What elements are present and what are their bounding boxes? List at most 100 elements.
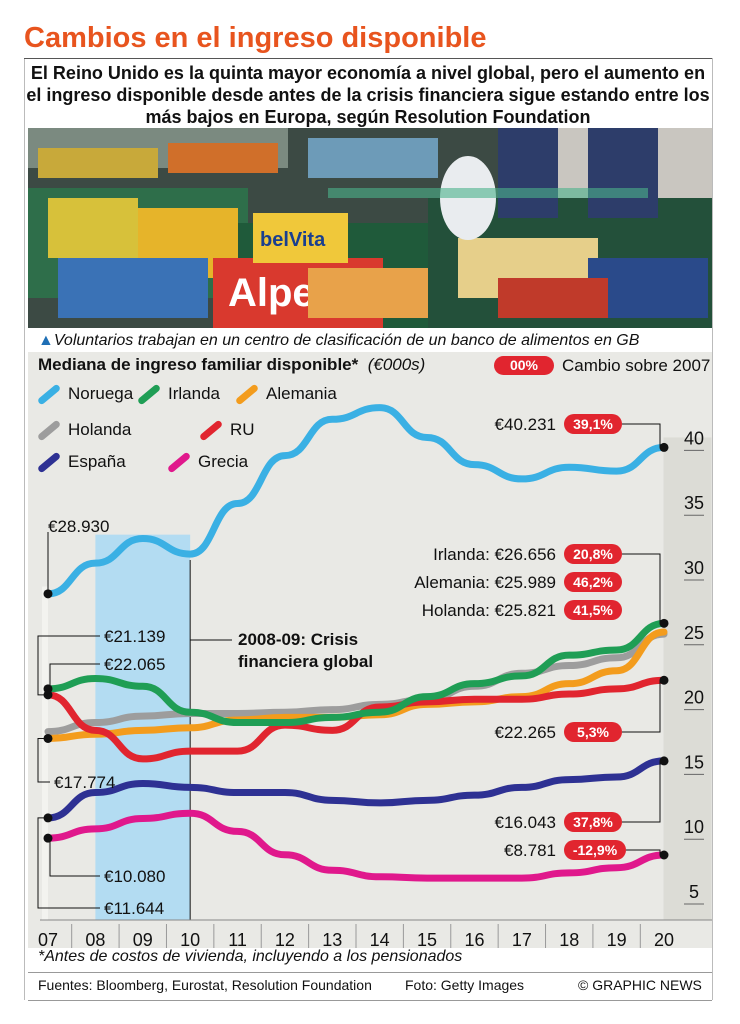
x-tick-label-09: 09 xyxy=(133,930,153,950)
start-leader-alemania xyxy=(37,737,50,783)
start-label-alemania: €17.774 xyxy=(54,773,115,792)
end-label-noruega: €40.231 xyxy=(495,415,556,434)
start-leader-grecia xyxy=(48,837,100,877)
legend-item-grecia: Grecia xyxy=(166,451,248,474)
change-pill-noruega xyxy=(564,414,622,434)
legend-item-ru: RU xyxy=(198,419,255,442)
start-leader-ru xyxy=(37,635,100,696)
x-tick-label-07: 07 xyxy=(38,930,58,950)
start-label-noruega: €28.930 xyxy=(48,517,109,536)
x-tick-label-15: 15 xyxy=(417,930,437,950)
change-pill-text-noruega: 39,1% xyxy=(573,416,613,432)
start-label-españa: €11.644 xyxy=(104,899,164,918)
change-pill-text-holanda: 41,5% xyxy=(573,602,613,618)
series-line-holanda xyxy=(44,630,668,736)
crisis-label-line-1: 2008-09: Crisis xyxy=(238,630,358,649)
y-tick-label-35: 35 xyxy=(684,493,704,513)
page-title: Cambios en el ingreso disponible xyxy=(24,22,487,54)
change-pill-text-irlanda: 20,8% xyxy=(573,546,613,562)
end-label-irlanda: Irlanda: €26.656 xyxy=(433,545,556,564)
first-year-column xyxy=(42,586,48,920)
crisis-label-line-2: financiera global xyxy=(238,652,373,671)
end-label-españa: €16.043 xyxy=(495,813,556,832)
series-line-noruega xyxy=(44,404,668,598)
x-tick-label-12: 12 xyxy=(275,930,295,950)
change-pill-text-grecia: -12,9% xyxy=(573,842,618,858)
end-dot-españa xyxy=(659,756,669,766)
legend-label: RU xyxy=(230,420,255,439)
chart-title-main: Mediana de ingreso familiar disponible* xyxy=(38,355,359,374)
triangle-icon: ▲ xyxy=(38,332,54,349)
end-label-alemania: Alemania: €25.989 xyxy=(414,573,556,592)
series-line-españa xyxy=(44,757,668,822)
legend-item-irlanda: Irlanda xyxy=(136,383,220,406)
belvita-box-brand: belVita xyxy=(260,229,326,251)
legend-label: Noruega xyxy=(68,384,134,403)
change-pill-text-alemania: 46,2% xyxy=(573,574,613,590)
end-dot-ru xyxy=(659,675,669,685)
x-tick-label-10: 10 xyxy=(180,930,200,950)
series-line-grecia xyxy=(44,809,668,882)
copyright: © GRAPHIC NEWS xyxy=(578,977,702,993)
x-tick-label-13: 13 xyxy=(322,930,342,950)
y-tick-label-30: 30 xyxy=(684,558,704,578)
y-tick-label-40: 40 xyxy=(684,428,704,448)
legend-label: Alemania xyxy=(266,384,337,403)
change-pill-grecia xyxy=(564,840,626,860)
footer-divider xyxy=(28,972,712,973)
page-subtitle: El Reino Unido es la quinta mayor econom… xyxy=(26,63,710,127)
food-bank-photo: Alpen belVita xyxy=(28,128,712,328)
x-tick-label-14: 14 xyxy=(370,930,390,950)
change-pill-holanda xyxy=(564,600,622,620)
food-bank-photo-illustration: Alpen belVita xyxy=(28,128,712,328)
legend-label: Irlanda xyxy=(168,384,220,403)
end-dot-noruega xyxy=(659,442,669,452)
change-pill-ru xyxy=(564,722,622,742)
x-tick-label-11: 11 xyxy=(228,930,247,950)
change-pill-alemania xyxy=(564,572,622,592)
y-tick-label-15: 15 xyxy=(684,752,704,772)
x-tick-label-20: 20 xyxy=(654,930,674,950)
change-pill-españa xyxy=(564,812,622,832)
series-line-ru xyxy=(44,676,668,763)
y-tick-label-10: 10 xyxy=(684,817,704,837)
series-line-irlanda xyxy=(44,619,668,727)
start-label-irlanda: €22.065 xyxy=(104,655,165,674)
end-dot-irlanda xyxy=(659,618,669,628)
legend-item-espana: España xyxy=(36,451,126,474)
y-tick-label-25: 25 xyxy=(684,623,704,643)
legend-item-noruega: Noruega xyxy=(36,383,134,406)
frame-right-border xyxy=(712,58,713,1000)
y-tick-label-5: 5 xyxy=(689,882,699,902)
end-label-holanda: Holanda: €25.821 xyxy=(422,601,556,620)
end-label-ru: €22.265 xyxy=(495,723,556,742)
end-leader-españa xyxy=(622,760,661,823)
x-tick-label-08: 08 xyxy=(85,930,105,950)
legend-item-alemania: Alemania xyxy=(234,383,337,406)
frame-left-border xyxy=(24,58,25,1000)
change-pill-text-ru: 5,3% xyxy=(577,724,609,740)
photo-caption-text: Voluntarios trabajan en un centro de cla… xyxy=(53,332,640,349)
legend-label: España xyxy=(68,452,126,471)
photo-caption: ▲Voluntarios trabajan en un centro de cl… xyxy=(38,332,639,350)
start-leader-irlanda xyxy=(48,663,100,690)
start-label-ru: €21.139 xyxy=(104,627,165,646)
end-dot-grecia xyxy=(659,850,669,860)
end-label-grecia: €8.781 xyxy=(504,841,556,860)
chart-title-unit: (€000s) xyxy=(367,355,426,374)
change-legend-pill: 00% xyxy=(494,356,554,375)
start-leader-españa xyxy=(37,817,100,909)
chart-footnote: *Antes de costos de vivienda, incluyendo… xyxy=(38,948,463,965)
start-label-grecia: €10.080 xyxy=(104,867,165,886)
chart-title: Mediana de ingreso familiar disponible* … xyxy=(38,355,425,375)
change-legend-text: Cambio sobre 2007 xyxy=(562,356,711,375)
end-leader-irlanda xyxy=(622,553,661,624)
change-pill-text-españa: 37,8% xyxy=(573,814,613,830)
end-leader-ru xyxy=(622,680,661,733)
frame-bottom-border xyxy=(28,1000,712,1001)
x-tick-label-16: 16 xyxy=(464,930,484,950)
end-leader-noruega xyxy=(622,423,661,448)
sources-text: Fuentes: Bloomberg, Eurostat, Resolution… xyxy=(38,977,372,993)
